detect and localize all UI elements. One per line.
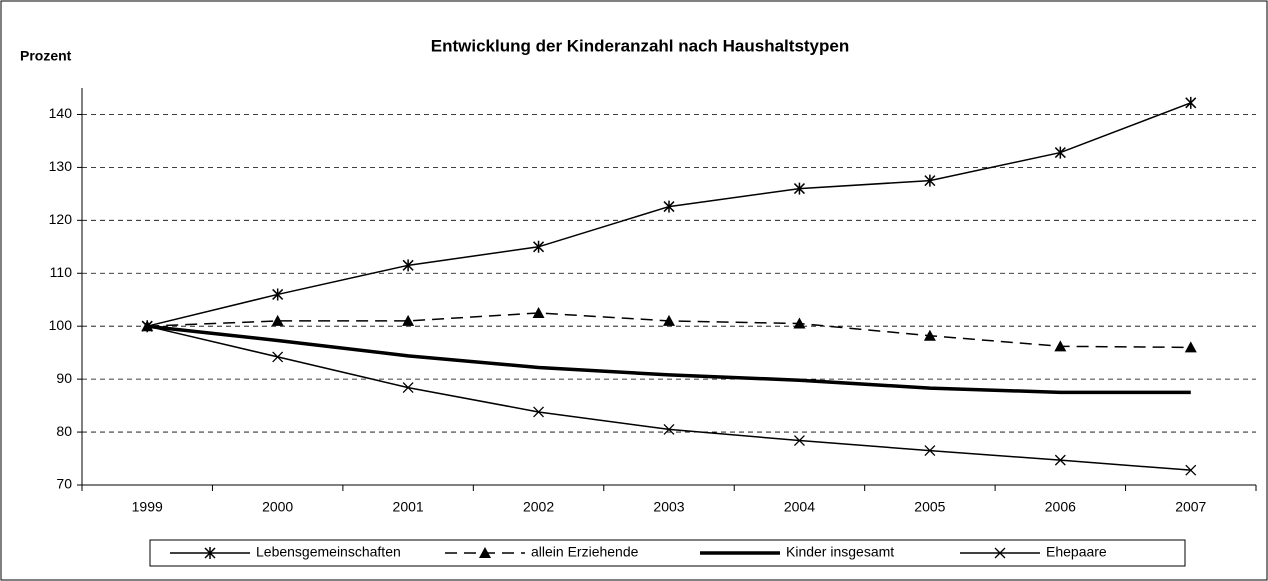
marker bbox=[923, 329, 936, 341]
marker bbox=[271, 314, 284, 326]
marker-part bbox=[1054, 146, 1066, 159]
series-line bbox=[147, 324, 1191, 395]
y-tick-label: 130 bbox=[49, 158, 73, 174]
marker-part bbox=[533, 240, 545, 253]
y-tick-label: 110 bbox=[50, 264, 73, 280]
x-tick-label: 2006 bbox=[1045, 499, 1076, 515]
marker bbox=[793, 435, 805, 446]
y-tick-label: 140 bbox=[49, 105, 73, 121]
marker bbox=[402, 382, 414, 394]
marker bbox=[204, 547, 216, 559]
y-tick-label: 120 bbox=[49, 211, 73, 227]
marker-part bbox=[924, 174, 936, 187]
marker bbox=[141, 320, 153, 332]
marker bbox=[402, 259, 414, 272]
marker bbox=[1185, 96, 1197, 109]
marker-part bbox=[1185, 96, 1197, 109]
legend-label: allein Erziehende bbox=[531, 544, 639, 560]
x-tick-label: 2004 bbox=[784, 499, 815, 515]
y-tick-label: 90 bbox=[56, 370, 72, 386]
marker bbox=[533, 240, 545, 253]
x-tick-label: 2000 bbox=[262, 499, 293, 515]
marker bbox=[793, 182, 805, 195]
marker-part bbox=[793, 182, 805, 195]
marker-part bbox=[402, 259, 414, 272]
marker-part bbox=[204, 547, 216, 559]
marker bbox=[1185, 464, 1197, 476]
marker-part bbox=[663, 200, 675, 213]
marker bbox=[1054, 454, 1066, 466]
y-tick-label: 70 bbox=[56, 476, 72, 492]
x-tick-label: 2003 bbox=[653, 499, 684, 515]
marker bbox=[994, 547, 1006, 559]
y-tick-label: 80 bbox=[56, 423, 72, 439]
chart-title: Entwicklung der Kinderanzahl nach Hausha… bbox=[431, 36, 849, 55]
legend-label: Lebensgemeinschaften bbox=[256, 544, 401, 560]
x-tick-label: 2007 bbox=[1175, 499, 1206, 515]
marker bbox=[924, 445, 936, 457]
marker bbox=[402, 314, 415, 326]
marker bbox=[1054, 146, 1066, 159]
marker bbox=[533, 406, 545, 418]
marker bbox=[663, 423, 675, 435]
marker bbox=[663, 200, 675, 213]
x-tick-label: 2001 bbox=[393, 499, 424, 515]
marker bbox=[532, 306, 545, 318]
y-tick-label: 100 bbox=[49, 317, 73, 333]
legend-label: Ehepaare bbox=[1046, 544, 1107, 560]
marker bbox=[1054, 340, 1067, 352]
marker bbox=[272, 351, 284, 363]
x-tick-label: 2005 bbox=[914, 499, 945, 515]
x-tick-label: 1999 bbox=[132, 499, 163, 515]
marker bbox=[663, 314, 675, 326]
marker bbox=[924, 174, 936, 187]
marker bbox=[1184, 341, 1197, 353]
marker-part bbox=[272, 288, 284, 301]
marker bbox=[272, 288, 284, 301]
legend-label: Kinder insgesamt bbox=[786, 544, 894, 560]
y-axis-label: Prozent bbox=[20, 48, 72, 64]
marker bbox=[479, 547, 491, 558]
marker bbox=[793, 317, 806, 329]
x-tick-label: 2002 bbox=[523, 499, 554, 515]
